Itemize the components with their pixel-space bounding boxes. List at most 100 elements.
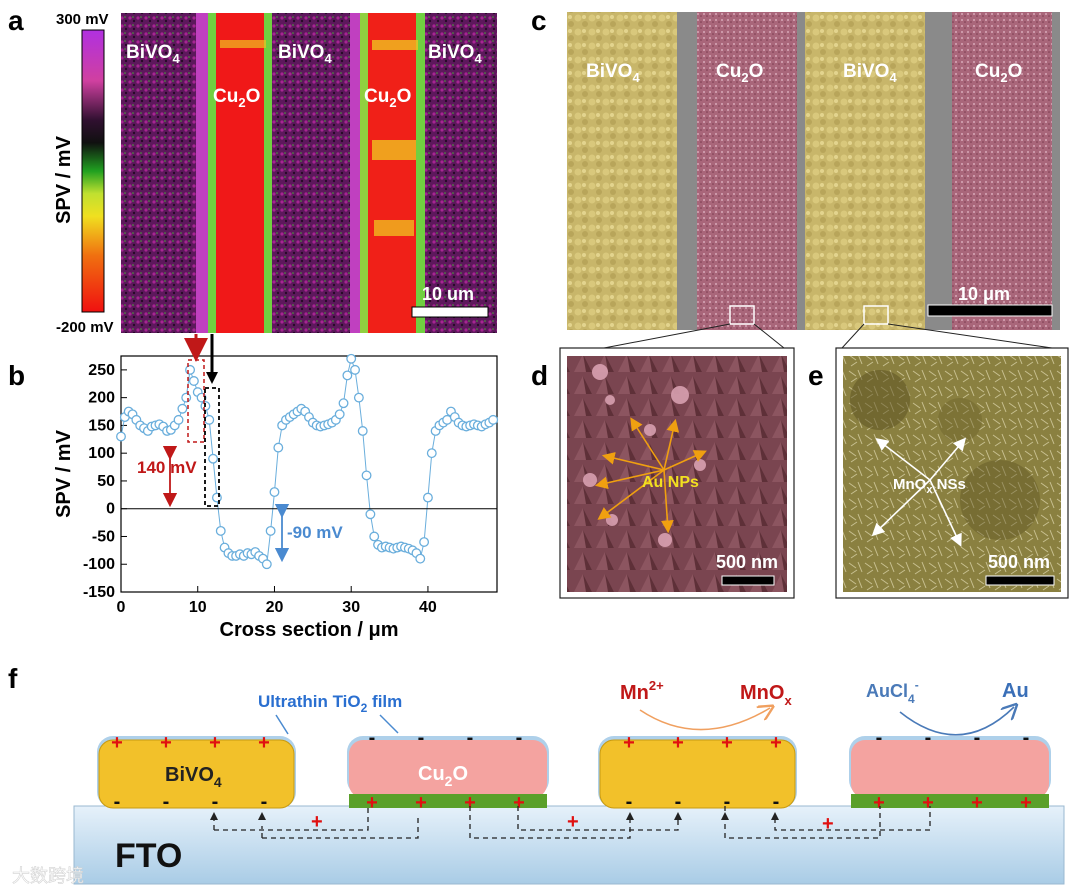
cu2o-strip [952, 12, 1052, 330]
zoom-box-d [729, 305, 755, 325]
data-point [334, 409, 345, 420]
zoom-box-e [863, 305, 889, 325]
hole-sign: + [415, 792, 427, 814]
data-point [215, 525, 226, 536]
cu2o-strip [697, 12, 797, 330]
electron-sign: - [1023, 727, 1030, 749]
y-axis-label: SPV / mV [53, 429, 75, 517]
electron-sign: - [925, 727, 932, 749]
panel-label-e: e [808, 360, 824, 391]
annotation-140mv: 140 mV [137, 458, 197, 477]
data-point [357, 426, 368, 436]
scalebar-e-label: 500 nm [988, 552, 1050, 572]
svg-text:BiVO4: BiVO4 [586, 61, 640, 85]
hole-sign: + [971, 792, 983, 814]
electron-sign: - [773, 791, 780, 813]
scalebar-a-label: 10 um [422, 284, 474, 304]
svg-text:Cu2O: Cu2O [364, 86, 411, 110]
panel-label-c: c [531, 5, 547, 36]
electron-sign: - [163, 791, 170, 813]
scalebar-c [927, 304, 1053, 317]
sem-labels: BiVO4 Cu2O BiVO4 Cu2O [586, 61, 1022, 85]
panel-label-d: d [531, 360, 548, 391]
data-point [346, 353, 357, 364]
cu2o-block [851, 740, 1049, 798]
hole-sign: + [567, 811, 579, 833]
data-point [342, 370, 353, 381]
map-labels: BiVO4 BiVO4 BiVO4 Cu2O Cu2O [126, 42, 482, 110]
cu2o-stripe-map [368, 13, 420, 333]
hole-sign: + [464, 792, 476, 814]
green-layer [851, 794, 1049, 808]
electron-sign: - [675, 791, 682, 813]
colorbar-title: SPV / mV [53, 135, 75, 223]
hole-sign: + [873, 792, 885, 814]
au-nps-label: Au NPs [642, 474, 699, 491]
data-point [177, 403, 188, 414]
panel-label-f: f [8, 663, 18, 694]
y-tick-label: 0 [106, 501, 115, 518]
panel-label-b: b [8, 360, 25, 391]
y-tick-label: 150 [88, 417, 115, 434]
panel-label-a: a [8, 5, 24, 36]
electron-sign: - [516, 727, 523, 749]
hole-sign: + [672, 732, 684, 754]
mn-oxidation-arrow [639, 708, 770, 731]
data-point [265, 525, 276, 536]
data-point [426, 448, 437, 459]
scalebar-d-label: 500 nm [716, 552, 778, 572]
data-point [188, 376, 199, 386]
data-point [185, 364, 196, 375]
hole-sign: + [209, 732, 221, 754]
fto-label: FTO [115, 837, 182, 875]
sem-au-nps: Au NPs 500 nm [559, 347, 795, 599]
data-point [211, 492, 222, 503]
scalebar-c-label: 10 μm [958, 284, 1010, 304]
data-point [350, 364, 360, 375]
bivo4-strip [567, 12, 677, 330]
y-tick-label: -100 [83, 556, 115, 573]
hole-sign: + [922, 792, 934, 814]
svg-text:Cu2O: Cu2O [213, 86, 260, 110]
mnox-label: MnOx [740, 682, 792, 708]
x-tick-label: 30 [342, 599, 360, 616]
y-tick-label: 200 [88, 390, 115, 407]
svg-text:Cu2O: Cu2O [975, 61, 1022, 85]
data-point [361, 470, 372, 481]
data-point [204, 414, 215, 425]
electron-sign: - [212, 791, 219, 813]
electron-sign: - [626, 791, 633, 813]
svg-text:BiVO4: BiVO4 [428, 42, 482, 66]
scalebar-d [721, 575, 775, 586]
svg-text:BiVO4: BiVO4 [126, 42, 180, 66]
y-tick-label: 100 [88, 445, 115, 462]
data-point [422, 492, 433, 503]
y-tick-label: -50 [92, 528, 115, 545]
colorbar-min: -200 mV [56, 319, 114, 336]
data-point [353, 392, 364, 403]
hole-sign: + [311, 811, 323, 833]
hole-sign: + [1020, 792, 1032, 814]
hole-sign: + [160, 732, 172, 754]
hole-sign: + [366, 792, 378, 814]
x-tick-label: 10 [189, 599, 207, 616]
y-tick-label: 50 [97, 473, 115, 490]
data-point [261, 559, 272, 570]
colorbar: 300 mV -200 mV SPV / mV [53, 11, 114, 336]
electron-sign: - [724, 791, 731, 813]
hole-sign: + [770, 732, 782, 754]
data-point [338, 398, 349, 409]
y-tick-label: 250 [88, 362, 115, 379]
x-axis-label: Cross section / μm [220, 619, 399, 641]
svg-text:BiVO4: BiVO4 [843, 61, 897, 85]
hole-sign: + [258, 732, 270, 754]
electron-sign: - [369, 727, 376, 749]
electron-sign: - [114, 791, 121, 813]
aucl4-label: AuCl4- [866, 678, 919, 706]
mn2plus-label: Mn2+ [620, 678, 664, 704]
x-tick-label: 40 [419, 599, 437, 616]
scalebar-a [411, 306, 489, 318]
cu2o-block [349, 740, 547, 798]
y-tick-label: -150 [83, 584, 115, 601]
data-point [365, 509, 376, 520]
